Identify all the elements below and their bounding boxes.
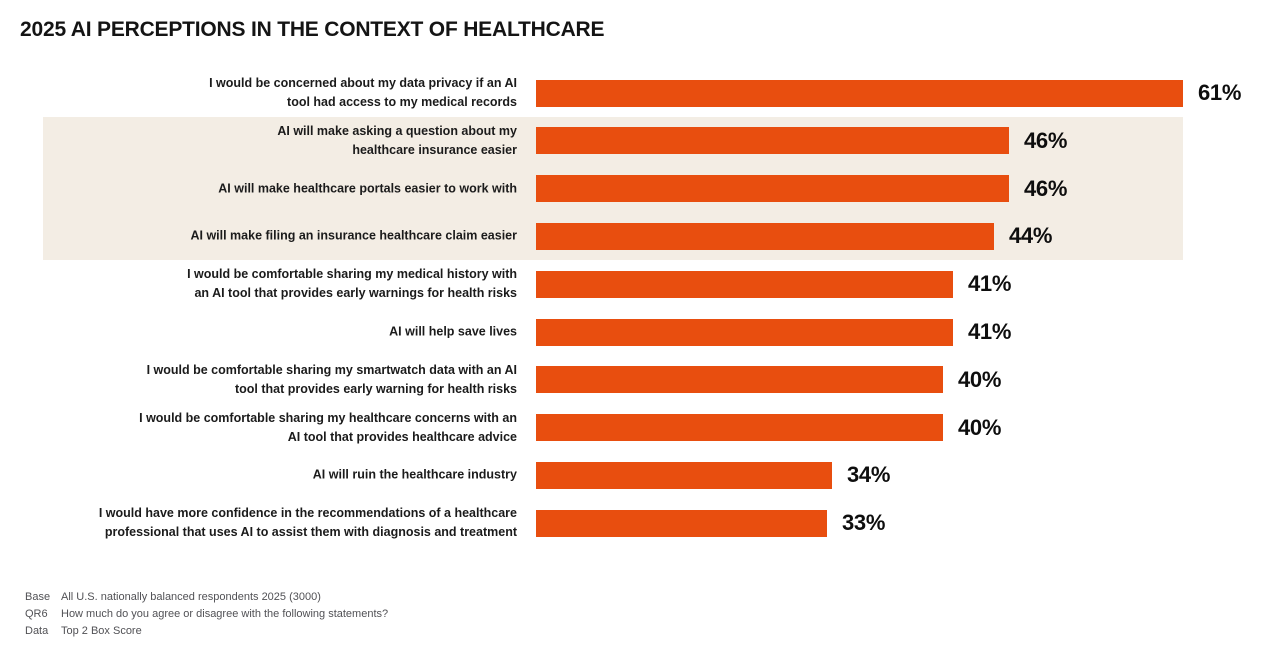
row-value-label: 40% [958, 366, 1002, 392]
row-label: AI will make filing an insurance healthc… [190, 228, 517, 243]
chart-row: I would be comfortable sharing my medica… [0, 267, 1280, 300]
page-title: 2025 AI PERCEPTIONS IN THE CONTEXT OF HE… [20, 18, 605, 41]
footnote-row: Data Top 2 Box Score [25, 625, 388, 637]
footnote-text: All U.S. nationally balanced respondents… [61, 591, 321, 603]
row-bar [536, 366, 943, 394]
chart-row: AI will ruin the healthcare industry 34% [0, 461, 1280, 489]
chart-row: AI will make asking a question about my … [0, 124, 1280, 157]
row-bar [536, 175, 1009, 203]
row-bar [536, 79, 1183, 107]
row-bar [536, 270, 953, 298]
row-bar [536, 127, 1009, 155]
row-value-label: 41% [968, 319, 1012, 344]
footnote-key: Base [25, 591, 51, 603]
row-value-label: 44% [1009, 223, 1053, 249]
row-label: AI will help save lives [389, 324, 517, 339]
row-bar [536, 222, 994, 250]
footnote-key: Data [25, 625, 49, 637]
row-value-label: 34% [847, 462, 891, 488]
chart-row: I would be comfortable sharing my health… [0, 411, 1280, 444]
row-label: I would be comfortable sharing my health… [139, 410, 517, 444]
footnote-text: How much do you agree or disagree with t… [61, 608, 389, 620]
row-label: AI will ruin the healthcare industry [312, 467, 517, 482]
footnote-row: Base All U.S. nationally balanced respon… [25, 591, 388, 603]
footnote-key: QR6 [25, 608, 48, 620]
chart-row: I would be comfortable sharing my smartw… [0, 363, 1280, 396]
chart-row: I would be concerned about my data priva… [0, 76, 1280, 109]
row-label: I would be concerned about my data priva… [209, 76, 517, 109]
chart-row: AI will make filing an insurance healthc… [0, 222, 1280, 250]
row-bar [536, 509, 827, 537]
row-label: I would be comfortable sharing my smartw… [146, 362, 517, 396]
chart-row: AI will help save lives 41% [0, 318, 1280, 346]
row-bar [536, 461, 832, 489]
row-value-label: 33% [842, 510, 886, 536]
row-value-label: 41% [968, 271, 1012, 297]
row-value-label: 40% [958, 414, 1002, 440]
row-label: AI will make healthcare portals easier t… [218, 181, 517, 196]
chart-row: I would have more confidence in the reco… [0, 506, 1280, 539]
row-bar [536, 414, 943, 442]
footnote-text: Top 2 Box Score [61, 625, 142, 637]
row-value-label: 61% [1198, 80, 1242, 105]
row-value-label: 46% [1024, 127, 1068, 153]
row-label: I would be comfortable sharing my medica… [187, 267, 517, 301]
row-value-label: 46% [1024, 175, 1068, 201]
footnote-row: QR6 How much do you agree or disagree wi… [25, 608, 388, 620]
chart-row: AI will make healthcare portals easier t… [0, 175, 1280, 203]
row-label: AI will make asking a question about my … [277, 123, 517, 157]
footnotes: Base All U.S. nationally balanced respon… [25, 591, 388, 642]
row-label: I would have more confidence in the reco… [98, 506, 517, 540]
row-bar [536, 318, 953, 346]
